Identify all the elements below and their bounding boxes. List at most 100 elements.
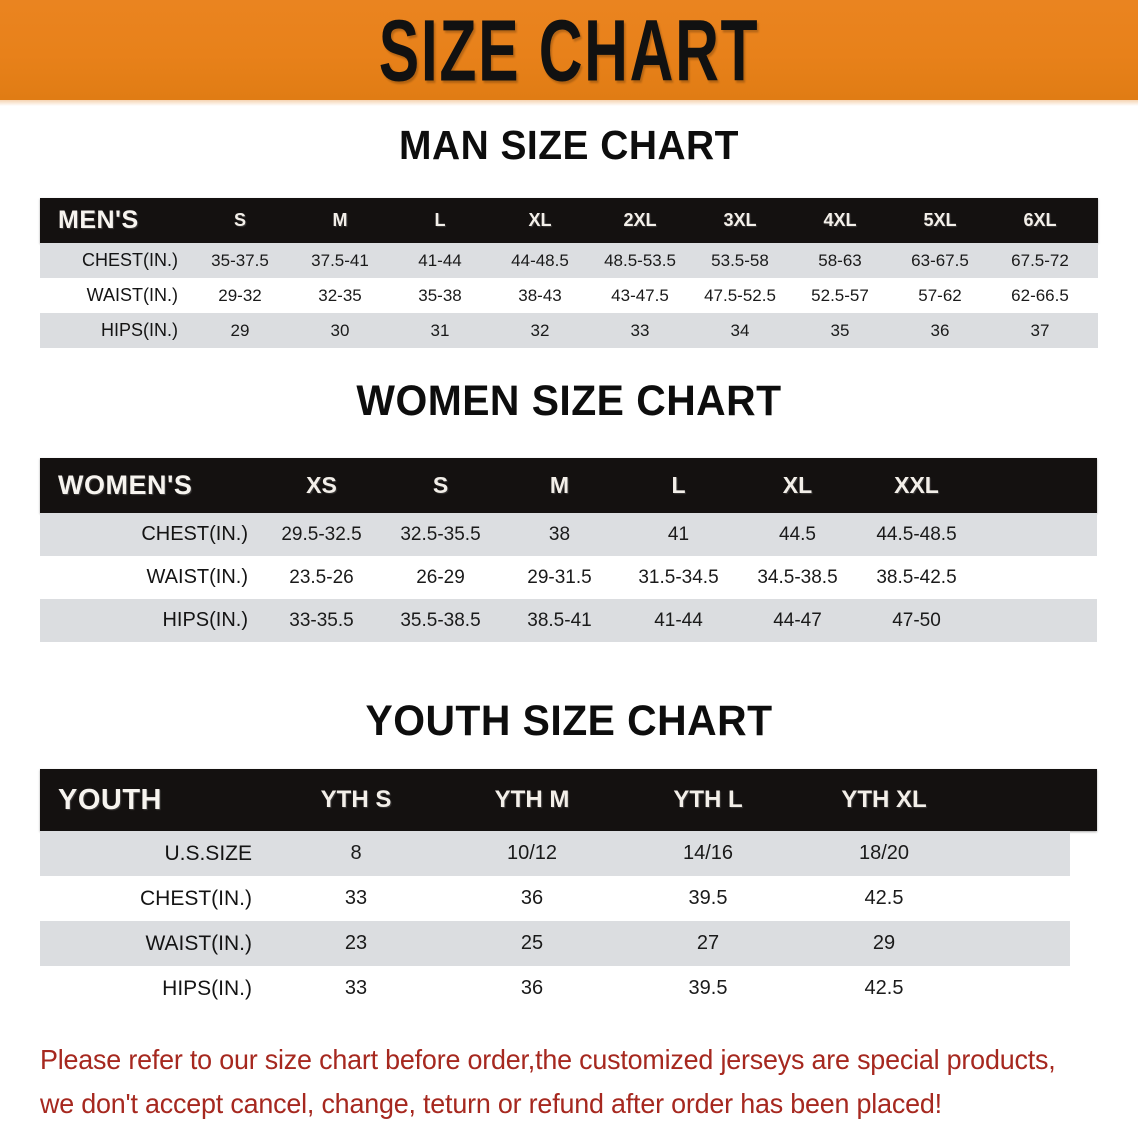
youth-cell-3-0: 33	[344, 977, 368, 999]
men-cell-1-1: 32-35	[318, 285, 362, 305]
women-col-header-3: L	[671, 472, 686, 498]
women-cell-1-1: 26-29	[416, 566, 465, 588]
youth-cell-0-3: 18/20	[858, 842, 910, 864]
men-cell-2-2: 31	[430, 320, 450, 340]
youth-cell-3-2: 39.5	[688, 977, 728, 999]
men-cell-1-5: 47.5-52.5	[704, 285, 776, 305]
women-cell-1-0: 23.5-26	[289, 566, 354, 588]
youth-cell-0-2: 14/16	[682, 842, 734, 864]
women-col-header-5: XXL	[894, 472, 939, 498]
women-cell-2-5: 47-50	[892, 609, 941, 631]
men-cell-2-7: 36	[930, 320, 950, 340]
man-section-title: MAN SIZE CHART	[399, 122, 739, 168]
youth-table-header-row: YOUTH YTH S YTH M YTH L YTH XL	[40, 769, 1097, 831]
page-banner: SIZE CHART	[0, 0, 1138, 100]
men-row-label-2: HIPS(IN.)	[100, 320, 178, 340]
women-row-label-1: WAIST(IN.)	[146, 566, 248, 588]
men-col-header-0: S	[233, 210, 246, 230]
women-size-table: WOMEN'S XS S M L XL XXL CHEST(IN.) 29.5-…	[40, 458, 1097, 642]
disclaimer-line-1: Please refer to our size chart before or…	[40, 1044, 1056, 1075]
women-section-title: WOMEN SIZE CHART	[356, 377, 782, 425]
table-row: WAIST(IN.) 29-32 32-35 35-38 38-43 43-47…	[40, 278, 1098, 313]
men-cell-1-2: 35-38	[418, 285, 462, 305]
table-row: CHEST(IN.) 29.5-32.5 32.5-35.5 38 41 44.…	[40, 513, 1097, 556]
table-row: HIPS(IN.) 29 30 31 32 33 34 35 36 37	[40, 313, 1098, 348]
youth-cell-1-2: 39.5	[688, 887, 728, 909]
youth-cell-2-3: 29	[872, 932, 896, 954]
men-cell-0-7: 63-67.5	[911, 250, 969, 270]
men-col-header-7: 5XL	[923, 210, 957, 230]
women-cell-0-4: 44.5	[779, 523, 816, 545]
women-col-header-1: S	[432, 472, 449, 498]
women-cell-0-1: 32.5-35.5	[400, 523, 481, 545]
women-row-label-2: HIPS(IN.)	[162, 609, 248, 631]
table-row: WAIST(IN.) 23.5-26 26-29 29-31.5 31.5-34…	[40, 556, 1097, 599]
youth-cell-1-0: 33	[344, 887, 368, 909]
youth-cell-1-3: 42.5	[864, 887, 904, 909]
youth-col-header-0: YTH S	[320, 786, 392, 813]
men-cell-2-1: 30	[330, 320, 350, 340]
men-corner-label: MEN'S	[58, 206, 139, 234]
women-cell-2-0: 33-35.5	[289, 609, 354, 631]
women-cell-0-3: 41	[667, 523, 690, 545]
table-row: WAIST(IN.) 23 25 27 29	[40, 921, 1070, 966]
men-cell-2-0: 29	[230, 320, 250, 340]
men-row-label-0: CHEST(IN.)	[82, 250, 178, 270]
youth-cell-2-0: 23	[344, 932, 368, 954]
men-cell-1-7: 57-62	[918, 285, 962, 305]
men-cell-1-3: 38-43	[518, 285, 562, 305]
men-size-table: MEN'S S M L XL 2XL 3XL 4XL 5XL 6XL CHEST…	[40, 198, 1098, 348]
youth-cell-3-3: 42.5	[864, 977, 904, 999]
youth-cell-2-2: 27	[696, 932, 720, 954]
women-cell-2-1: 35.5-38.5	[400, 609, 481, 631]
table-row: CHEST(IN.) 33 36 39.5 42.5	[40, 876, 1070, 921]
men-cell-0-5: 53.5-58	[711, 250, 769, 270]
men-cell-0-2: 41-44	[418, 250, 462, 270]
men-cell-2-8: 37	[1030, 320, 1050, 340]
youth-cell-0-0: 8	[350, 842, 362, 864]
men-cell-1-0: 29-32	[218, 285, 262, 305]
women-cell-1-3: 31.5-34.5	[638, 566, 719, 588]
youth-cell-2-1: 25	[520, 932, 544, 954]
men-col-header-3: XL	[528, 210, 552, 230]
youth-row-label-1: CHEST(IN.)	[140, 886, 252, 910]
men-cell-0-3: 44-48.5	[511, 250, 569, 270]
youth-section-title: YOUTH SIZE CHART	[365, 697, 773, 745]
banner-shadow	[0, 96, 1138, 106]
women-col-header-4: XL	[782, 472, 813, 498]
men-cell-0-0: 35-37.5	[211, 250, 269, 270]
men-cell-1-4: 43-47.5	[611, 285, 669, 305]
table-row: U.S.SIZE 8 10/12 14/16 18/20	[40, 831, 1070, 876]
youth-col-header-3: YTH XL	[841, 786, 927, 813]
women-cell-2-3: 41-44	[654, 609, 703, 631]
men-cell-0-8: 67.5-72	[1011, 250, 1069, 270]
disclaimer-line-2: we don't accept cancel, change, teturn o…	[40, 1088, 942, 1119]
table-row: HIPS(IN.) 33-35.5 35.5-38.5 38.5-41 41-4…	[40, 599, 1097, 642]
men-col-header-4: 2XL	[623, 210, 657, 230]
table-row: HIPS(IN.) 33 36 39.5 42.5	[40, 966, 1070, 1011]
men-col-header-5: 3XL	[723, 210, 757, 230]
youth-cell-1-1: 36	[520, 887, 544, 909]
table-row: CHEST(IN.) 35-37.5 37.5-41 41-44 44-48.5…	[40, 243, 1098, 278]
men-cell-2-3: 32	[530, 320, 550, 340]
youth-cell-0-1: 10/12	[506, 842, 558, 864]
women-col-header-0: XS	[306, 472, 337, 498]
banner-title: SIZE CHART	[378, 1, 760, 99]
men-col-header-6: 4XL	[823, 210, 857, 230]
youth-size-table: YOUTH YTH S YTH M YTH L YTH XL U.S.SIZE …	[40, 769, 1097, 1011]
youth-row-label-2: WAIST(IN.)	[145, 931, 252, 955]
men-cell-0-4: 48.5-53.5	[604, 250, 676, 270]
women-cell-0-5: 44.5-48.5	[876, 523, 957, 545]
youth-corner-label: YOUTH	[58, 783, 162, 816]
men-cell-2-6: 35	[830, 320, 850, 340]
youth-cell-3-1: 36	[520, 977, 544, 999]
women-cell-0-2: 38	[548, 523, 571, 545]
men-cell-0-1: 37.5-41	[311, 250, 369, 270]
women-cell-2-4: 44-47	[773, 609, 822, 631]
women-cell-1-2: 29-31.5	[527, 566, 592, 588]
youth-col-header-1: YTH M	[494, 786, 570, 813]
men-row-label-1: WAIST(IN.)	[86, 285, 178, 305]
men-cell-1-6: 52.5-57	[811, 285, 869, 305]
women-cell-1-4: 34.5-38.5	[757, 566, 838, 588]
